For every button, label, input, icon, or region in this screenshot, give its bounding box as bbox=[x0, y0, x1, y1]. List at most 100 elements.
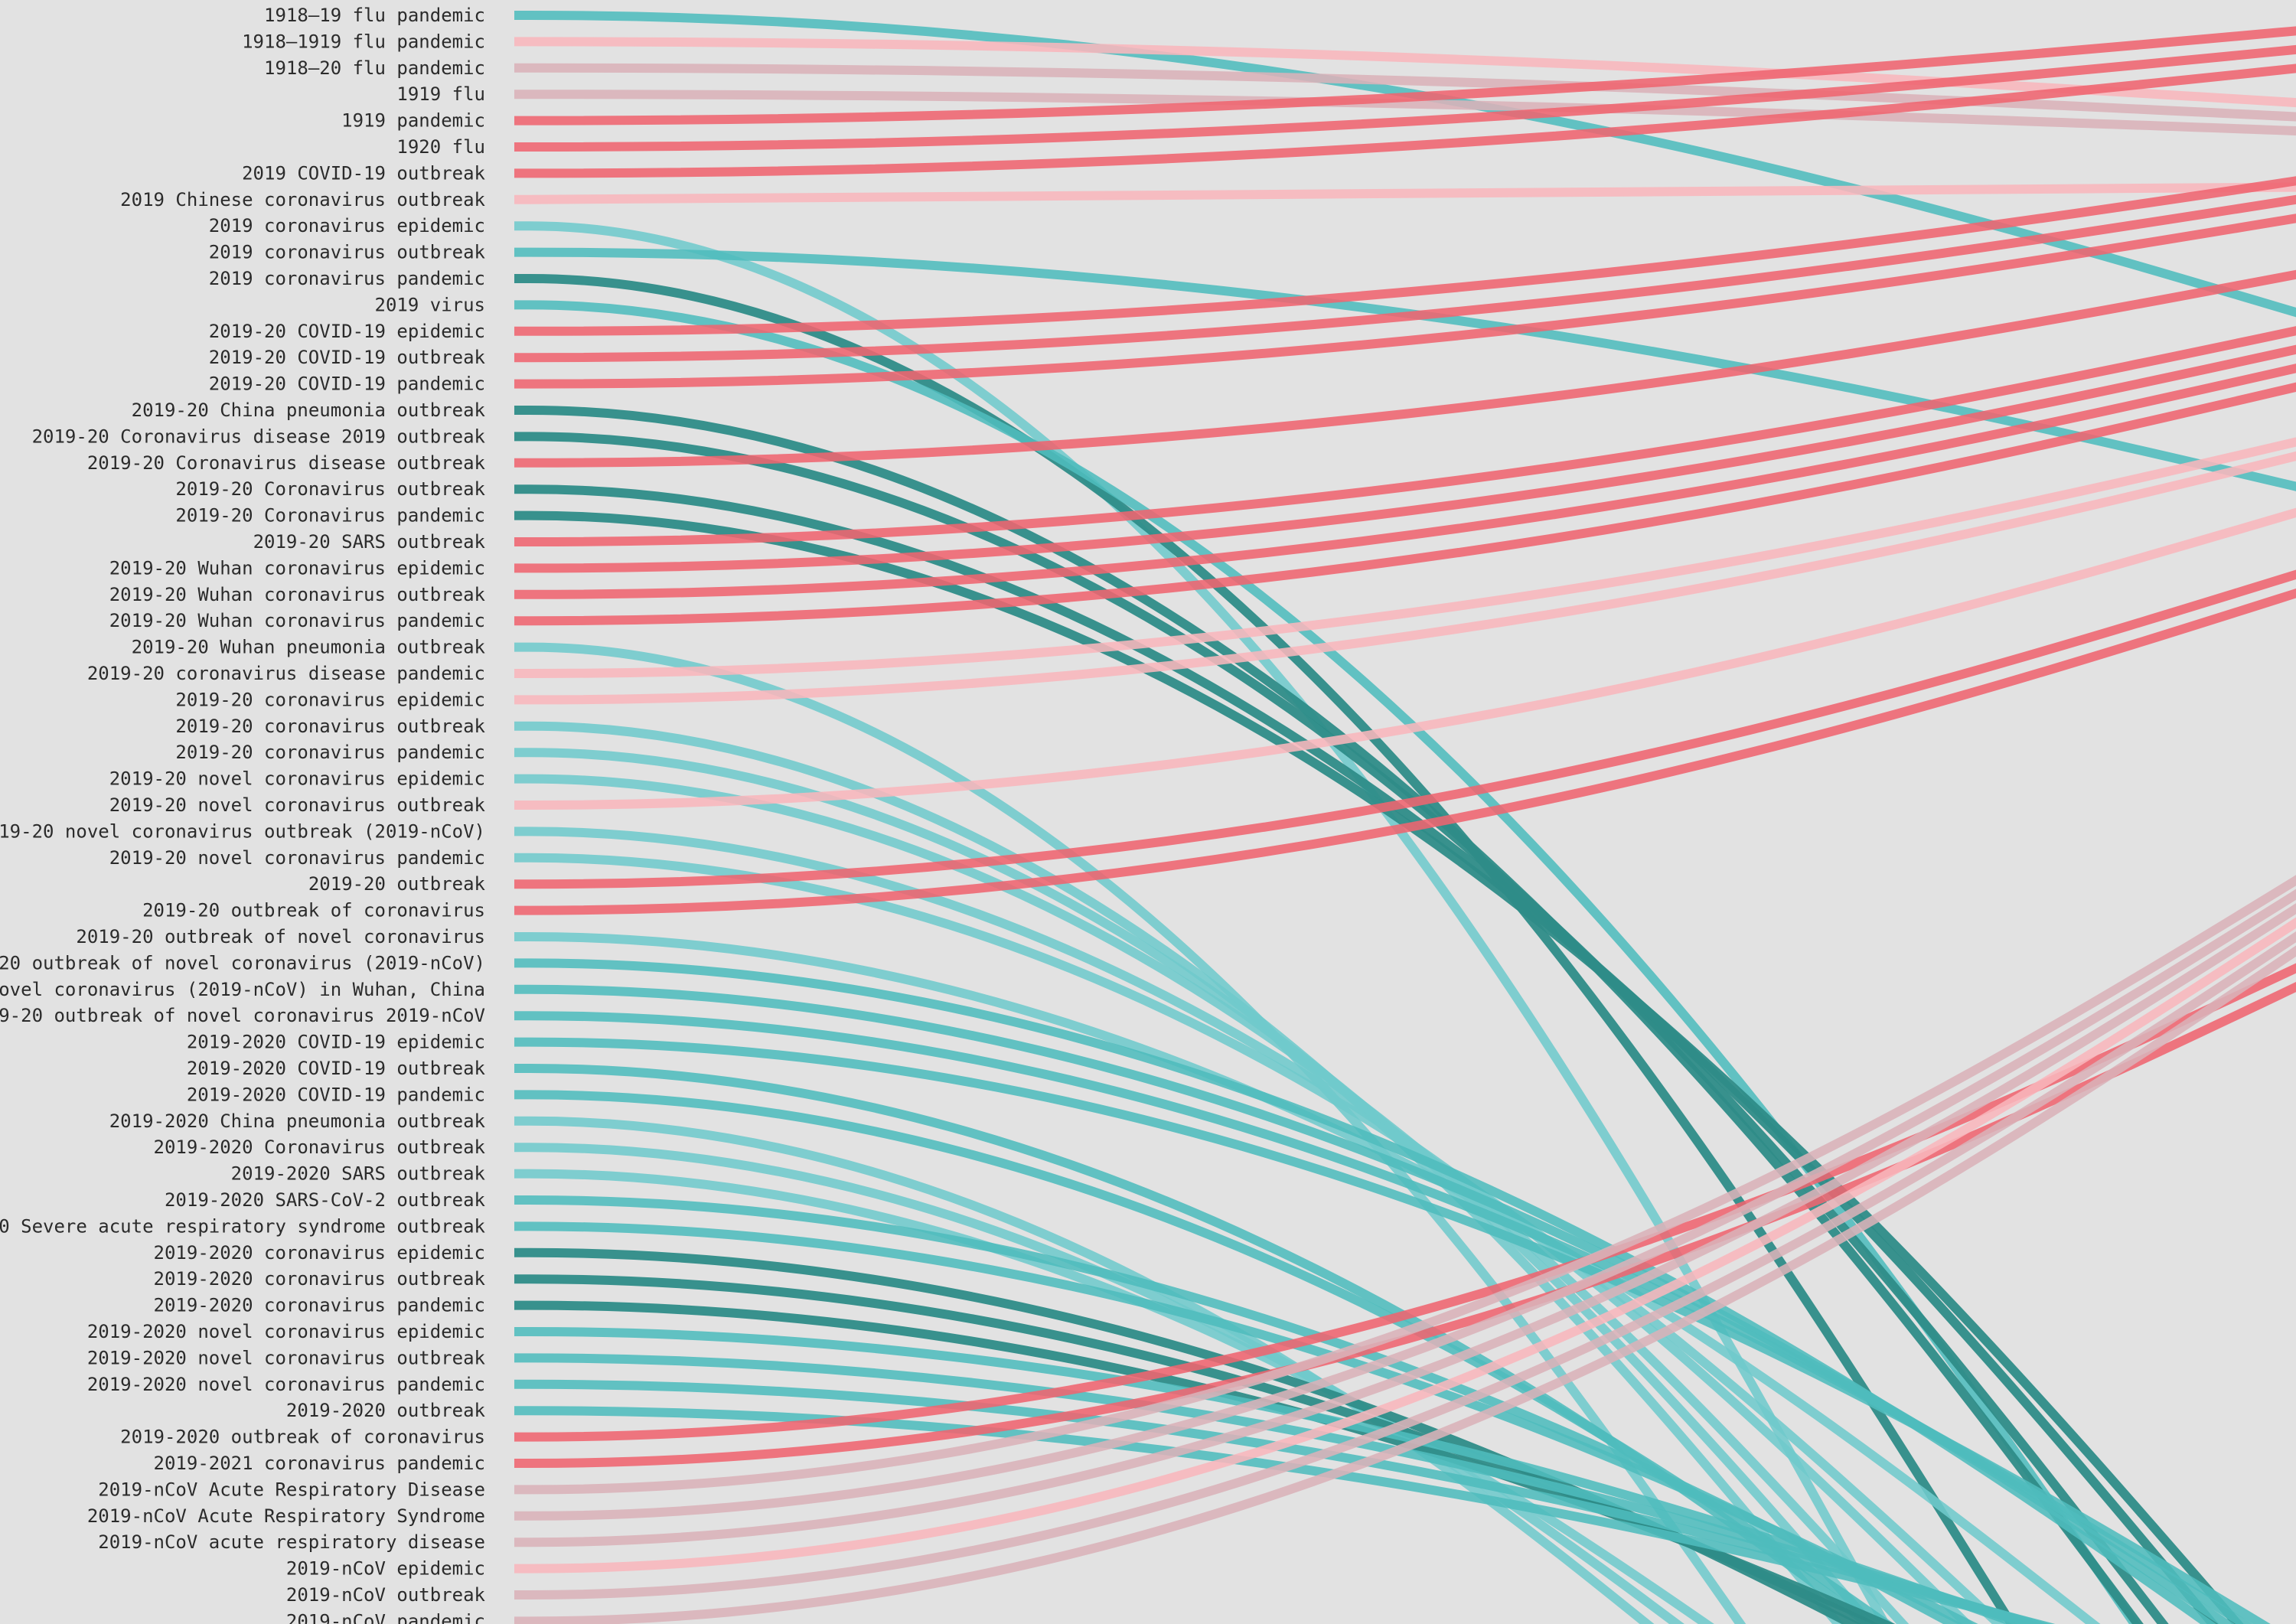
alias-label: 2019-20 SARS outbreak bbox=[253, 531, 486, 553]
flow-band bbox=[514, 853, 2006, 1624]
alias-label: 2019-2020 novel coronavirus outbreak bbox=[87, 1347, 486, 1368]
alias-label: 2019-20 COVID-19 pandemic bbox=[209, 373, 485, 395]
alias-label: 2019-nCoV outbreak bbox=[286, 1584, 486, 1606]
flow-band bbox=[514, 1143, 1684, 1624]
alias-label: 2019-2020 coronavirus outbreak bbox=[154, 1268, 486, 1290]
flow-band bbox=[514, 958, 2216, 1624]
flow-band bbox=[514, 1011, 2253, 1624]
alias-label: 2019-20 outbreak of novel coronavirus (2… bbox=[0, 979, 485, 1000]
alias-label: 1919 pandemic bbox=[341, 110, 485, 132]
alias-label: 2019-20 Coronavirus outbreak bbox=[175, 478, 485, 500]
flow-band bbox=[514, 903, 2296, 1547]
alias-label: 2019-20 coronavirus outbreak bbox=[175, 716, 485, 737]
flow-bands bbox=[514, 11, 2296, 1624]
alias-label: 2019-2020 COVID-19 pandemic bbox=[187, 1084, 485, 1105]
flow-band bbox=[514, 875, 2296, 1495]
alias-label: 2019-2021 coronavirus pandemic bbox=[154, 1453, 485, 1474]
flow-band bbox=[514, 326, 2296, 546]
flow-band bbox=[514, 451, 2296, 705]
alias-label: 2019-2020 outbreak bbox=[286, 1400, 486, 1421]
alias-label: 2019-2020 novel coronavirus epidemic bbox=[87, 1321, 485, 1342]
alias-label: 2019 COVID-19 outbreak bbox=[242, 162, 485, 184]
flow-band bbox=[514, 364, 2296, 599]
alias-label: 2019 coronavirus pandemic bbox=[209, 268, 485, 289]
alias-label: 2019-2020 Severe acute respiratory syndr… bbox=[0, 1215, 486, 1237]
flow-band bbox=[514, 214, 2296, 389]
alias-label: 2019-20 coronavirus disease pandemic bbox=[87, 663, 485, 684]
flow-band bbox=[514, 588, 2296, 915]
alias-label: 2019-20 outbreak of novel coronavirus bbox=[76, 926, 485, 947]
alias-label: 2019-2020 Coronavirus outbreak bbox=[154, 1136, 486, 1158]
alias-label: 2019-nCoV epidemic bbox=[286, 1558, 485, 1580]
flow-band bbox=[514, 176, 2296, 336]
alias-label: 2019-20 outbreak bbox=[308, 873, 486, 895]
alias-label: 2019-20 novel coronavirus pandemic bbox=[109, 847, 485, 869]
flow-band bbox=[514, 269, 2296, 468]
alias-label: 1918–20 flu pandemic bbox=[264, 57, 485, 79]
alias-label: 2019-20 outbreak of novel coronavirus 20… bbox=[0, 1005, 485, 1026]
flow-band bbox=[514, 917, 2296, 1573]
flow-band bbox=[514, 1169, 1714, 1624]
flow-band bbox=[514, 1274, 1880, 1624]
flow-band bbox=[514, 931, 2296, 1600]
alias-label: 2019-nCoV Acute Respiratory Syndrome bbox=[87, 1505, 485, 1527]
alias-label: 2019 Chinese coronavirus outbreak bbox=[120, 189, 485, 210]
alias-label: 2019-2020 novel coronavirus pandemic bbox=[87, 1374, 485, 1395]
alias-label: 2019-2020 COVID-19 epidemic bbox=[187, 1032, 485, 1053]
alias-label: 2019-nCoV pandemic bbox=[286, 1610, 485, 1624]
alias-label: 2019-20 outbreak of novel coronavirus (2… bbox=[0, 952, 485, 973]
flow-band bbox=[514, 344, 2296, 573]
flow-band bbox=[514, 569, 2296, 889]
alias-label: 2019-20 outbreak of coronavirus bbox=[142, 900, 485, 921]
alias-label: 2019-20 Wuhan coronavirus outbreak bbox=[109, 584, 486, 605]
alias-label: 2019-20 COVID-19 epidemic bbox=[209, 321, 485, 342]
alias-labels: 1918–19 flu pandemic 1918–1919 flu pandem… bbox=[0, 5, 486, 1624]
flow-band bbox=[514, 889, 2296, 1521]
alias-label: 2019-20 Coronavirus pandemic bbox=[175, 505, 485, 527]
alias-label: 1919 flu bbox=[396, 83, 485, 105]
alias-label: 2019-20 Coronavirus disease outbreak bbox=[87, 452, 486, 474]
alias-label: 2019-20 novel coronavirus outbreak bbox=[109, 794, 486, 816]
flow-band bbox=[514, 44, 2296, 152]
flow-band bbox=[514, 507, 2296, 810]
flow-band bbox=[514, 26, 2296, 126]
flow-band bbox=[514, 432, 2169, 1624]
flow-band bbox=[514, 194, 2296, 363]
flow-band bbox=[514, 11, 2296, 318]
alias-label: 2019-20 Wuhan pneumonia outbreak bbox=[132, 637, 486, 658]
alias-label: 2019-2020 SARS outbreak bbox=[231, 1163, 486, 1185]
alias-label: 2019-20 COVID-19 outbreak bbox=[209, 347, 486, 368]
alias-label: 2019-20 Wuhan coronavirus pandemic bbox=[109, 610, 485, 631]
alias-label: 2019-2020 COVID-19 outbreak bbox=[187, 1058, 486, 1079]
alias-label: 1920 flu bbox=[396, 136, 485, 158]
alias-label: 2019-20 coronavirus pandemic bbox=[175, 742, 485, 763]
flow-band bbox=[514, 37, 2296, 108]
flow-band bbox=[514, 437, 2296, 678]
alias-label: 2019-nCoV Acute Respiratory Disease bbox=[98, 1479, 485, 1500]
alias-label: 2019-nCoV acute respiratory disease bbox=[98, 1531, 485, 1553]
flow-band bbox=[514, 382, 2296, 626]
alias-label: 2019-20 Wuhan coronavirus epidemic bbox=[109, 557, 485, 579]
alias-label: 2019-2020 outbreak of coronavirus bbox=[120, 1427, 485, 1448]
alias-label: 2019-2020 coronavirus epidemic bbox=[154, 1242, 485, 1264]
alias-label: 2019 virus bbox=[375, 294, 486, 315]
alias-label: 2019-20 Coronavirus disease 2019 outbrea… bbox=[32, 426, 486, 447]
flow-band bbox=[514, 64, 2296, 178]
alias-label: 2019-2020 SARS-CoV-2 outbreak bbox=[165, 1189, 486, 1211]
flow-band bbox=[514, 984, 2235, 1624]
alias-label: 2019 coronavirus outbreak bbox=[209, 242, 486, 263]
flow-band bbox=[514, 774, 1910, 1624]
flow-band bbox=[514, 182, 2296, 204]
alias-label: 2019-2020 coronavirus pandemic bbox=[154, 1295, 485, 1316]
alias-label: 2019-20 China pneumonia outbreak bbox=[132, 399, 486, 421]
flow-band bbox=[514, 247, 2296, 491]
alias-label: 2019 coronavirus epidemic bbox=[209, 215, 485, 236]
alias-label: 2019-2020 China pneumonia outbreak bbox=[109, 1110, 486, 1132]
alias-label: 2019-20 coronavirus epidemic bbox=[175, 689, 485, 710]
alias-label: 1918–19 flu pandemic bbox=[264, 5, 485, 26]
flow-band bbox=[514, 945, 2296, 1624]
alias-label: 1918–1919 flu pandemic bbox=[242, 31, 485, 52]
flow-band bbox=[514, 1300, 1896, 1624]
flow-band bbox=[514, 1247, 1862, 1624]
